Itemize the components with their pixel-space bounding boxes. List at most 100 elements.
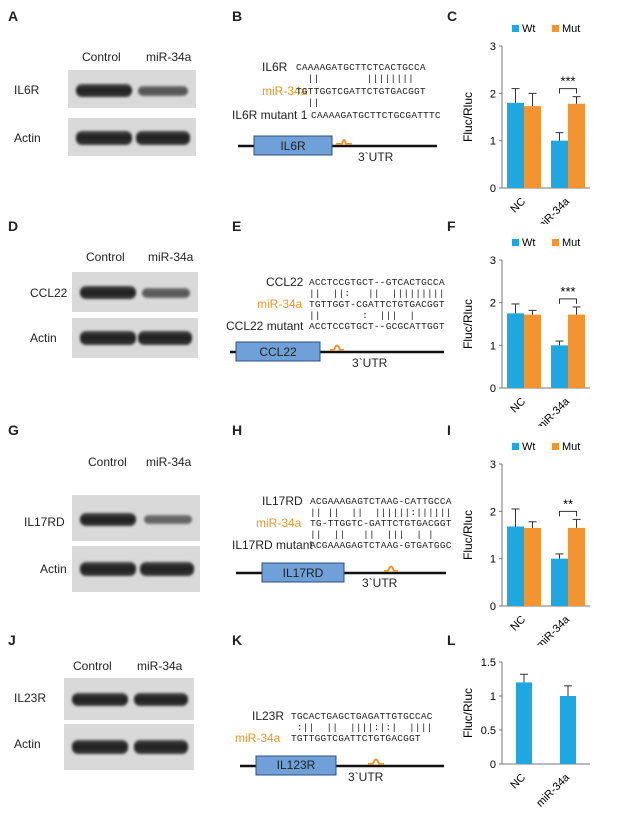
bar: [551, 558, 568, 606]
mir-name: miR-34a: [235, 731, 281, 745]
y-axis-label: Fluc/Rluc: [461, 688, 475, 738]
blot-row-target: CCL22: [30, 286, 68, 300]
bar: [560, 696, 576, 764]
bar: [551, 140, 568, 188]
panel-label-c: C: [447, 8, 458, 24]
mut-name: IL17RD mutant: [232, 538, 313, 552]
mir-sequence: TG-TTGGTC-GATTCTGTGACGGT: [310, 518, 452, 529]
legend-label: Wt: [522, 441, 535, 453]
wt-sequence: CAAAAGATGCTTCTCACTGCCA: [296, 62, 426, 73]
utr-label: 3`UTR: [348, 770, 384, 784]
y-axis-label: Fluc/Rluc: [461, 510, 475, 560]
significance-label: ***: [560, 74, 575, 89]
x-tick-label: miR-34a: [534, 195, 573, 224]
legend-swatch: [552, 239, 559, 246]
wt-name: IL6R: [262, 60, 288, 74]
y-tick-label: 3: [490, 255, 496, 267]
panel-label-l: L: [447, 632, 456, 648]
panel-label-f: F: [447, 218, 456, 234]
panel-label-b: B: [232, 8, 243, 24]
wt-name: CCL22: [266, 275, 304, 289]
significance-label: **: [563, 496, 573, 511]
mut-pairing: || : ||| |: [309, 310, 445, 321]
panel-label-k: K: [232, 632, 243, 648]
x-tick-label: miR-34a: [534, 395, 573, 426]
panel-label-h: H: [232, 422, 243, 438]
bar: [551, 345, 568, 388]
blot-column-control: Control: [82, 50, 121, 64]
blot-row-actin: Actin: [30, 331, 57, 345]
mut-pairing: ||: [296, 97, 426, 108]
mir-name: miR-34a: [256, 516, 302, 530]
gene-box-label: IL17RD: [282, 566, 324, 580]
mir-sequence: TGTTGGTCGATTCTGTGACGGT: [291, 733, 421, 744]
y-tick-label: 0: [490, 383, 496, 395]
wt-name: IL17RD: [262, 494, 303, 508]
significance-bracket: [559, 510, 577, 517]
mut-sequence: CAAAAGATGCTTCTGCGATTTC: [311, 110, 441, 121]
blot-column-treatment: miR-34a: [146, 455, 192, 469]
legend-label: Wt: [522, 237, 535, 249]
utr-diagram: [236, 562, 446, 583]
blot-column-control: Control: [88, 455, 127, 469]
panel-label-i: I: [447, 422, 451, 438]
bar-chart-l: 0 0.5 1 1.5 Fluc/Rluc NC miR-34a: [461, 657, 590, 810]
mut-pairing: || || || ||| | |: [310, 529, 446, 540]
bar: [507, 526, 524, 606]
mut-name: IL6R mutant 1: [232, 108, 308, 122]
mir-name: miR-34a: [262, 84, 308, 98]
panel-label-j: J: [8, 632, 16, 648]
blot-row-target: IL23R: [14, 691, 47, 705]
blot-row-target: IL6R: [14, 83, 40, 97]
utr-label: 3`UTR: [358, 150, 394, 164]
x-tick-label: NC: [508, 772, 528, 792]
y-tick-label: 0: [490, 759, 496, 771]
wt-pairing: || ||: || |||||||||: [309, 288, 445, 299]
bar: [507, 102, 524, 188]
y-tick-label: 3: [490, 41, 496, 53]
gene-box-label: CCL22: [259, 345, 297, 359]
y-tick-label: 1: [490, 136, 496, 148]
legend-swatch: [512, 239, 519, 246]
x-tick-label: miR-34a: [534, 771, 573, 810]
blot-row-actin: Actin: [40, 562, 67, 576]
mut-name: CCL22 mutant: [226, 319, 304, 333]
utr-label: 3`UTR: [362, 576, 398, 590]
blot-row-actin: Actin: [14, 737, 41, 751]
x-tick-label: NC: [508, 196, 528, 216]
panel-label-a: A: [8, 8, 19, 24]
bar: [524, 527, 541, 606]
utr-diagram: [238, 135, 437, 156]
blot-column-treatment: miR-34a: [146, 50, 192, 64]
y-axis-label: Fluc/Rluc: [461, 299, 475, 349]
bar: [507, 313, 524, 388]
wt-sequence: ACCTCCGTGCT--GTCACTGCCA: [309, 277, 445, 288]
y-tick-label: 0: [490, 601, 496, 613]
bar: [516, 682, 532, 764]
blot-row-target: IL17RD: [24, 515, 65, 529]
panel-label-d: D: [8, 218, 19, 234]
y-tick-label: 0: [490, 183, 496, 195]
bar-chart-c: 0 1 2 3 Fluc/Rluc NC miR-34a Wt Mut ***: [461, 24, 590, 224]
significance-bracket: [559, 88, 577, 94]
legend-label: Mut: [562, 441, 580, 453]
utr-diagram: [230, 341, 444, 362]
western-blot-actin: [64, 724, 194, 770]
wt-name: IL23R: [252, 709, 285, 723]
gene-box-label: IL6R: [280, 139, 306, 153]
x-tick-label: miR-34a: [534, 613, 573, 645]
mut-sequence: ACGAAAGAGTCTAAG-GTGATGGC: [310, 540, 452, 551]
wt-pairing: || || || ||||||:||||||: [310, 507, 452, 518]
significance-label: ***: [560, 284, 575, 299]
legend-label: Mut: [562, 237, 580, 249]
y-tick-label: 3: [490, 459, 496, 471]
wt-pairing: || ||||||||: [296, 73, 426, 84]
bar-chart-i: 0 1 2 3 Fluc/Rluc NC miR-34a Wt Mut **: [461, 441, 590, 645]
x-tick-label: NC: [508, 614, 528, 634]
western-blot-target: [72, 495, 200, 541]
wt-sequence: TGCACTGAGCTGAGATTGTGCCAC: [291, 711, 433, 722]
bar: [524, 106, 541, 188]
blot-column-control: Control: [73, 659, 112, 673]
bar: [524, 314, 541, 388]
gene-box-label: IL123R: [276, 758, 316, 772]
